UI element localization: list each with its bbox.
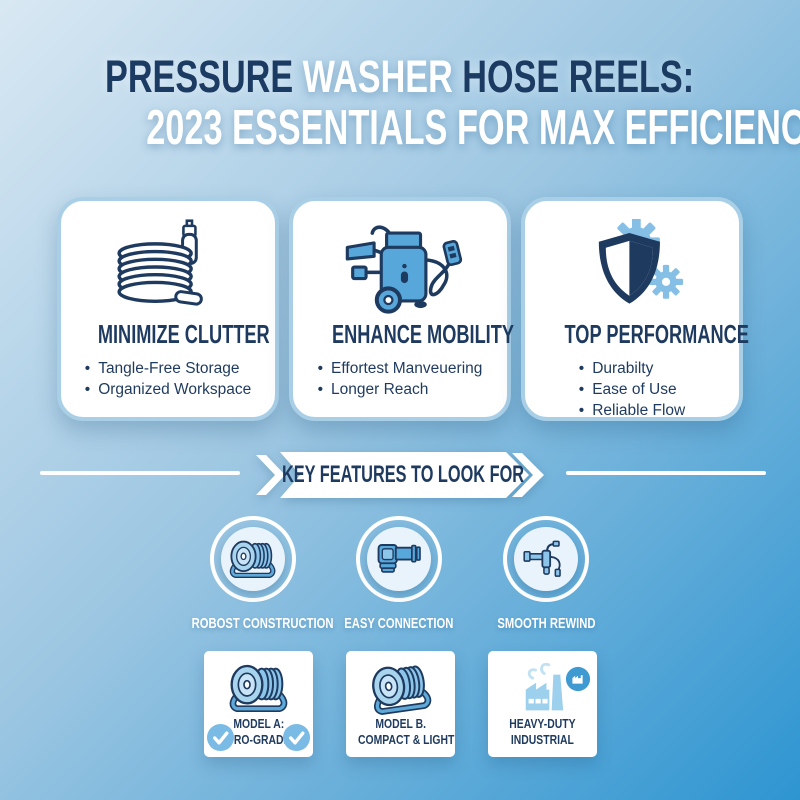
bullet-item: Organized Workspace [85, 379, 251, 400]
bullet-item: Effortest Manveuering [318, 358, 482, 379]
bullet-item: Tangle-Free Storage [85, 358, 252, 379]
coiled-hose-icon [61, 217, 275, 317]
feature-circle [503, 516, 589, 602]
hose-reel-tilted-icon [346, 658, 455, 718]
factory-badge-icon [565, 666, 591, 692]
bullet-item: Reliable Flow [579, 400, 685, 421]
hose-connector-icon [367, 527, 431, 591]
rewind-gun-icon [514, 527, 578, 591]
model-card-a: MODEL A: PRO-GRADE [204, 651, 313, 757]
banner-right-arrow-icon [512, 453, 544, 497]
title-line-1: PRESSURE WASHER HOSE REELS: [0, 52, 800, 102]
title-line-2: 2023 ESSENTIALS FOR MAX EFFICIENCY [146, 101, 800, 155]
benefit-card-title: MINIMIZE CLUTTER [97, 319, 270, 349]
title-line1-dark1: PRESSURE [105, 51, 304, 102]
check-icon [206, 723, 235, 752]
benefit-card-enhance-mobility: ENHANCE MOBILITY Effortest Manveuering L… [289, 197, 514, 421]
divider-line-left [40, 471, 240, 475]
page-title: PRESSURE WASHER HOSE REELS: 2023 ESSENTI… [0, 52, 800, 155]
benefit-card-top-performance: TOP PERFORMANCE Durabilty Ease of Use Re… [521, 197, 749, 421]
benefit-card-title: TOP PERFORMANCE [564, 319, 749, 349]
model-card-b: MODEL B. COMPACT & LIGHT [346, 651, 455, 757]
benefit-card-bullets: Durabilty Ease of Use Reliable Flow [579, 358, 685, 421]
benefit-card-title: ENHANCE MOBILITY [332, 319, 514, 349]
hose-reel-icon [204, 658, 313, 718]
benefit-card-minimize-clutter: MINIMIZE CLUTTER Tangle-Free Storage Org… [57, 197, 279, 421]
bullet-item: Durabilty [579, 358, 685, 379]
benefit-card-bullets: Effortest Manveuering Longer Reach [318, 358, 483, 400]
title-line1-dark2: HOSE REELS: [453, 51, 695, 102]
model-label: MODEL B. COMPACT & LIGHT [358, 716, 455, 747]
feature-easy-connection: EASY CONNECTION [314, 516, 484, 632]
model-label: MODEL A: PRO-GRADE [226, 716, 291, 747]
section-banner: KEY FEATURES TO LOOK FOR [254, 452, 560, 498]
title-line1-light: WASHER [303, 51, 454, 102]
model-card-heavy-duty: HEAVY-DUTY INDUSTRIAL [488, 651, 597, 757]
banner-body [280, 452, 529, 498]
banner-left-chevron-icon [256, 455, 285, 495]
bullet-item: Longer Reach [318, 379, 483, 400]
model-label: HEAVY-DUTY INDUSTRIAL [509, 716, 576, 747]
bullet-item: Ease of Use [579, 379, 685, 400]
banner-ribbon-shape [256, 452, 544, 498]
feature-circle [356, 516, 442, 602]
feature-label: ROBOST CONSTRUCTION [191, 615, 334, 632]
feature-label: SMOOTH REWIND [496, 615, 596, 632]
divider-line-right [566, 471, 766, 475]
feature-label: EASY CONNECTION [344, 615, 454, 632]
feature-smooth-rewind: SMOOTH REWIND [461, 516, 631, 632]
shield-gear-icon [525, 217, 739, 317]
hose-reel-icon [221, 527, 285, 591]
banner-label: KEY FEATURES TO LOOK FOR [281, 461, 525, 488]
check-icon [282, 723, 311, 752]
feature-robust-construction: ROBOST CONSTRUCTION [168, 516, 338, 632]
pressure-washer-icon [293, 217, 507, 317]
feature-circle [210, 516, 296, 602]
benefit-card-bullets: Tangle-Free Storage Organized Workspace [85, 358, 252, 400]
